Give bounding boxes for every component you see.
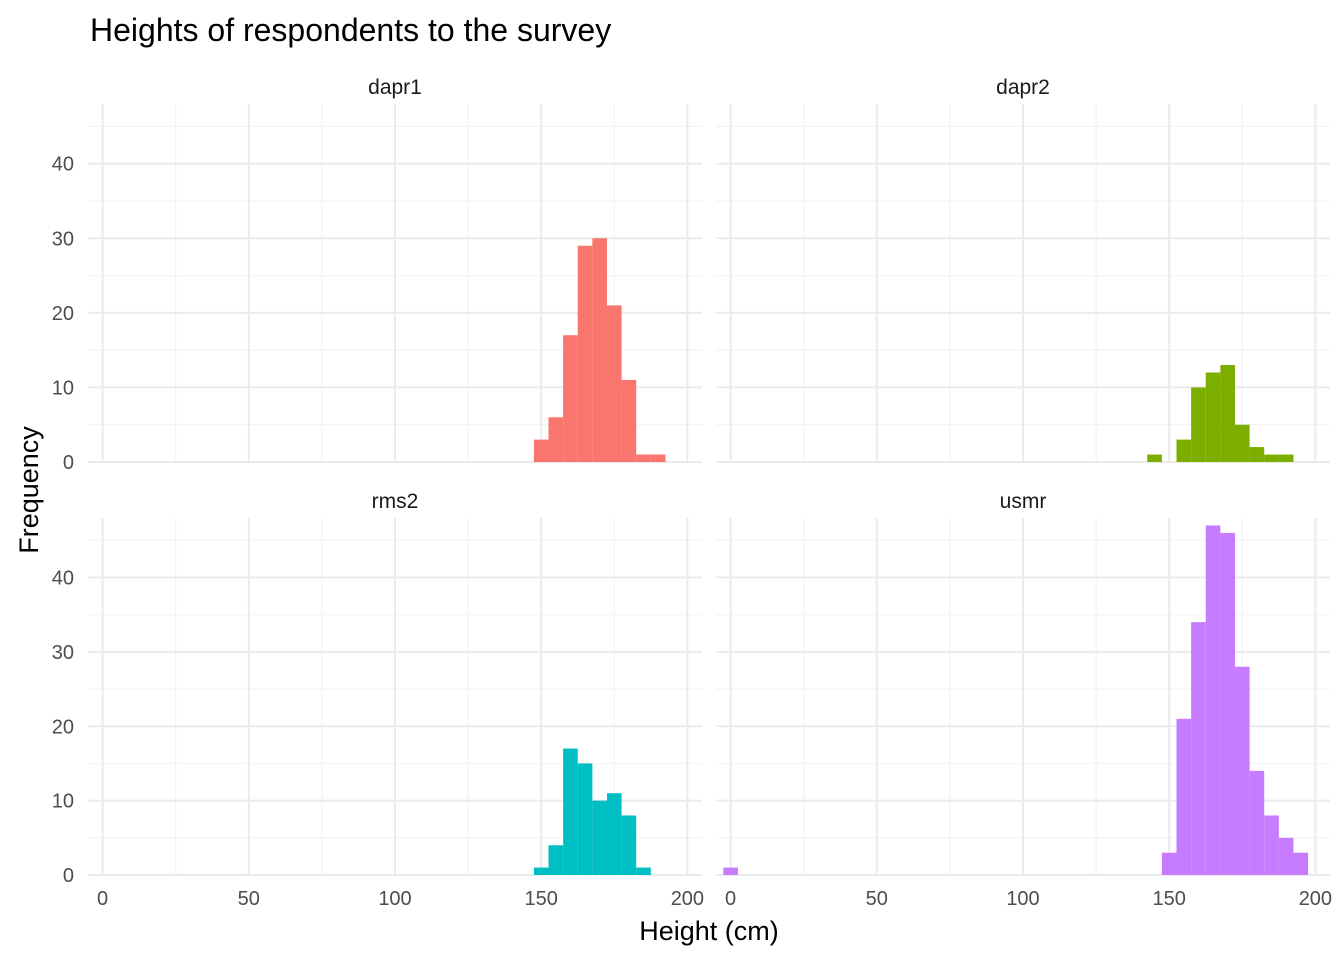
facet-panel-usmr: usmr 0 50 100 150 200 — [716, 490, 1332, 910]
x-axis-title: Height (cm) — [639, 916, 779, 946]
histogram-bar — [592, 800, 607, 875]
facet-strip-label: rms2 — [372, 490, 419, 513]
facet-panels: dapr1 0 10 20 30 40 dapr2 rms2 0 10 20 30 40 0 50 100 15… — [52, 76, 1332, 910]
histogram-bar — [563, 335, 578, 462]
histogram-bar — [1278, 454, 1294, 462]
histogram-bar — [1191, 622, 1206, 875]
chart-title: Heights of respondents to the survey — [90, 12, 611, 48]
x-tick-label: 200 — [1299, 888, 1332, 910]
y-axis-title: Frequency — [14, 426, 44, 554]
facet-panel-dapr1: dapr1 0 10 20 30 40 — [52, 76, 702, 474]
histogram-bar — [1264, 454, 1279, 462]
histogram-bar — [636, 867, 651, 875]
histogram-bar — [548, 845, 564, 875]
histogram-bar — [1249, 770, 1265, 875]
y-tick-label: 40 — [52, 154, 74, 176]
x-tick-label: 200 — [671, 888, 704, 910]
histogram-bar — [1161, 852, 1177, 875]
histogram-bar — [577, 245, 593, 462]
histogram-bar — [723, 867, 738, 875]
y-tick-label: 10 — [52, 377, 74, 399]
histogram-bar — [1234, 666, 1250, 875]
histogram-bar — [621, 379, 637, 462]
histogram-bar — [1264, 815, 1279, 875]
x-tick-label: 150 — [1153, 888, 1186, 910]
x-tick-label: 50 — [866, 888, 888, 910]
histogram-bar — [606, 793, 622, 875]
y-tick-label: 20 — [52, 303, 74, 325]
x-tick-label: 100 — [1006, 888, 1039, 910]
histogram-bar — [1293, 852, 1309, 875]
facet-panel-rms2: rms2 0 10 20 30 40 0 50 100 150 200 — [52, 490, 704, 910]
histogram-bar — [1234, 424, 1250, 462]
histogram-bar — [1220, 532, 1235, 875]
histogram-bar — [548, 417, 564, 462]
histogram-bar — [1278, 837, 1294, 875]
facet-strip-label: dapr1 — [368, 76, 422, 99]
histogram-bar — [1249, 447, 1265, 462]
histogram-bar — [1191, 387, 1206, 462]
histogram-bar — [621, 815, 637, 875]
histogram-bar — [533, 867, 549, 875]
histogram-bar — [1176, 439, 1192, 462]
y-tick-label: 40 — [52, 568, 74, 590]
histogram-bar — [606, 305, 622, 462]
histogram-bar — [1176, 718, 1192, 875]
y-tick-label: 30 — [52, 642, 74, 664]
histogram-bar — [636, 454, 651, 462]
x-tick-label: 100 — [378, 888, 411, 910]
y-tick-label: 0 — [63, 865, 74, 887]
y-tick-label: 0 — [63, 452, 74, 474]
x-tick-label: 50 — [238, 888, 260, 910]
x-tick-label: 0 — [725, 888, 736, 910]
histogram-bar — [1220, 365, 1235, 462]
histogram-bar — [1205, 525, 1221, 875]
histogram-bar — [1205, 372, 1221, 462]
x-tick-label: 0 — [97, 888, 108, 910]
histogram-bar — [650, 454, 666, 462]
x-tick-label: 150 — [525, 888, 558, 910]
facet-strip-label: usmr — [1000, 490, 1047, 513]
histogram-bar — [577, 763, 593, 875]
y-tick-label: 10 — [52, 791, 74, 813]
facet-strip-label: dapr2 — [996, 76, 1050, 99]
y-tick-label: 20 — [52, 716, 74, 738]
histogram-bar — [533, 439, 549, 462]
histogram-bar — [592, 238, 607, 462]
facet-panel-dapr2: dapr2 — [716, 76, 1330, 463]
histogram-bar — [1147, 454, 1162, 462]
histogram-bar — [563, 748, 578, 875]
y-tick-label: 30 — [52, 228, 74, 250]
